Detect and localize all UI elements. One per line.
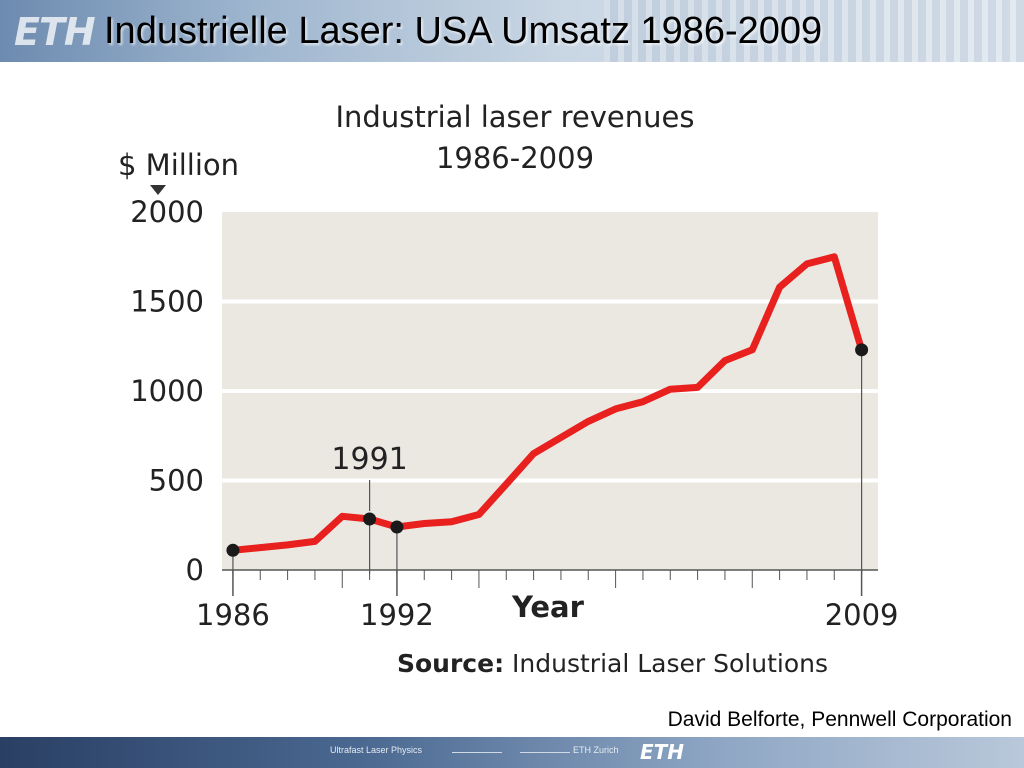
highlight-point — [390, 520, 404, 534]
chart-title-line-2: 1986-2009 — [436, 141, 594, 175]
y-axis-label-arrow-icon — [150, 185, 166, 195]
y-tick-label: 1500 — [130, 285, 204, 319]
series-line — [229, 253, 866, 554]
footer-divider-line — [452, 752, 502, 753]
x-tick-label: 1986 — [196, 598, 270, 632]
footer-eth-logo: ETH — [640, 740, 685, 764]
source-label: Source: — [397, 649, 504, 678]
eth-logo: ETH — [14, 10, 96, 54]
x-tick-label: 1992 — [360, 598, 434, 632]
y-axis-label: $ Million — [118, 148, 239, 182]
slide-header: ETH Industrielle Laser: USA Umsatz 1986-… — [0, 0, 1024, 62]
annotation-label: 1991 — [331, 442, 407, 477]
y-tick-label: 2000 — [130, 195, 204, 229]
footer-institution: ETH Zurich — [573, 745, 619, 755]
chart-title-line-1: Industrial laser revenues — [336, 100, 695, 134]
gridlines — [222, 299, 878, 483]
highlight-points — [226, 343, 869, 557]
slide-footer: Ultrafast Laser Physics ETH Zurich ETH — [0, 737, 1024, 768]
source-text: Industrial Laser Solutions — [504, 649, 828, 678]
y-tick-label: 500 — [149, 464, 204, 498]
author-credit: David Belforte, Pennwell Corporation — [667, 708, 1012, 731]
header-background-image — [604, 0, 1024, 62]
x-tick-labels: 1986 1992 2009 — [196, 598, 898, 632]
source-note: Source: Industrial Laser Solutions — [397, 649, 828, 678]
y-tick-label: 0 — [186, 553, 204, 587]
y-tick-labels: 0 500 1000 1500 2000 — [130, 195, 204, 587]
footer-divider-line — [520, 752, 570, 753]
highlight-point — [226, 543, 240, 557]
annotations: 1991 — [331, 442, 408, 511]
highlight-point — [363, 512, 377, 526]
slide-title: Industrielle Laser: USA Umsatz 1986-2009 — [104, 10, 823, 52]
footer-group-name: Ultrafast Laser Physics — [330, 745, 423, 755]
x-axis — [222, 569, 878, 596]
highlight-point — [855, 343, 869, 357]
x-axis-label: Year — [511, 590, 585, 624]
revenue-chart: Industrial laser revenues 1986-2009 $ Mi… — [118, 100, 899, 678]
y-tick-label: 1000 — [130, 374, 204, 408]
x-tick-label: 2009 — [825, 598, 899, 632]
